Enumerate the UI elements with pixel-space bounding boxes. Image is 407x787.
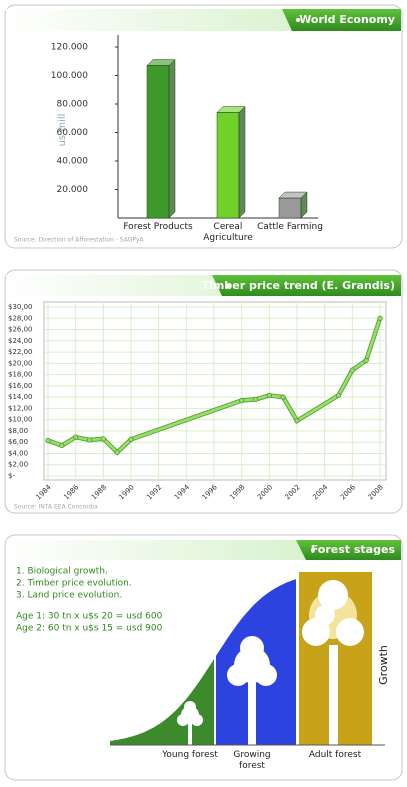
point: [114, 449, 120, 455]
bar-side: [300, 191, 308, 219]
panel-title: Timber price trend (E. Grandis): [202, 279, 395, 292]
point: [59, 442, 65, 449]
y-tick-label: $2,00: [8, 461, 28, 469]
y-tick-label: 100.000: [51, 71, 88, 81]
y-tick-label: 40.000: [57, 157, 89, 167]
bullet: [226, 283, 230, 288]
plot-area: [43, 301, 387, 481]
point: [86, 437, 93, 443]
note: 1. Biological growth.: [16, 567, 108, 577]
y-tick-label: $28,00: [8, 314, 33, 322]
point: [266, 392, 272, 399]
header-tab: [212, 275, 401, 296]
age-note: Age 2: 60 tn x u$s 15 = usd 900: [16, 624, 163, 634]
panel-title: World Economy: [299, 13, 395, 26]
header-tab: [296, 540, 401, 560]
y-tick-label: 80.000: [57, 100, 89, 110]
point: [363, 357, 369, 364]
y-tick-label: $26,00: [8, 326, 33, 334]
bar: [146, 65, 170, 219]
x-tick-label: Cereal Agriculture: [203, 222, 253, 243]
note: 3. Land price evolution.: [16, 591, 122, 601]
point: [280, 394, 286, 400]
bar: [216, 112, 240, 219]
stage-label: Young forest: [162, 750, 218, 760]
x-tick-label: Forest Products: [123, 222, 193, 232]
bar-side: [168, 58, 176, 219]
young-tree: [177, 701, 203, 745]
bullet: [296, 18, 300, 22]
point: [377, 315, 383, 321]
y-tick-label: $12,00: [8, 404, 33, 412]
source: Source: Direction of Afforestation - SAG…: [14, 237, 145, 244]
point: [128, 436, 134, 442]
bar: [278, 197, 302, 219]
y-tick-label: $20,00: [8, 359, 33, 367]
x-tick-label: Cattle Farming: [257, 222, 323, 232]
y-tick-label: $6,00: [8, 438, 28, 446]
point: [239, 397, 245, 404]
y-tick-label: 60.000: [57, 128, 89, 138]
point: [335, 392, 342, 399]
point: [349, 367, 355, 373]
source: Source: INTA EEA Concordia: [14, 504, 98, 511]
y-tick-label: $10,00: [8, 416, 33, 424]
growth-label: Growth: [377, 645, 390, 685]
y-tick-label: 120.000: [51, 43, 88, 53]
bullet: [311, 548, 315, 552]
y-tick-label: $-: [8, 472, 15, 480]
panel-title: Forest stages: [311, 543, 396, 556]
y-tick-label: $22,00: [8, 348, 33, 356]
y-tick-label: $14,00: [8, 393, 33, 401]
note: 2. Timber price evolution.: [16, 579, 132, 589]
panel: [4, 4, 403, 249]
y-tick-label: 20.000: [57, 185, 89, 195]
stage-label: Growing forest: [233, 750, 271, 771]
adult-tree: [302, 580, 364, 745]
y-tick-label: $18,00: [8, 371, 33, 379]
point: [73, 434, 79, 440]
stage-label: Adult forest: [308, 750, 362, 760]
point: [252, 396, 259, 402]
point: [100, 436, 106, 442]
age-note: Age 1: 30 tn x u$s 20 = usd 600: [16, 612, 163, 622]
y-tick-label: $24,00: [8, 337, 33, 345]
y-axis-label: us mill: [57, 114, 68, 147]
header-tab: [282, 9, 401, 31]
y-tick-label: $4,00: [8, 449, 28, 457]
y-tick-label: $8,00: [8, 427, 28, 435]
growing-tree: [227, 636, 277, 745]
line: [47, 317, 382, 455]
bar-side: [238, 105, 246, 219]
y-tick-label: $16,00: [8, 382, 33, 390]
y-tick-label: $30,00: [8, 303, 33, 311]
point: [294, 418, 300, 424]
panel: [4, 269, 403, 514]
point: [45, 437, 51, 444]
